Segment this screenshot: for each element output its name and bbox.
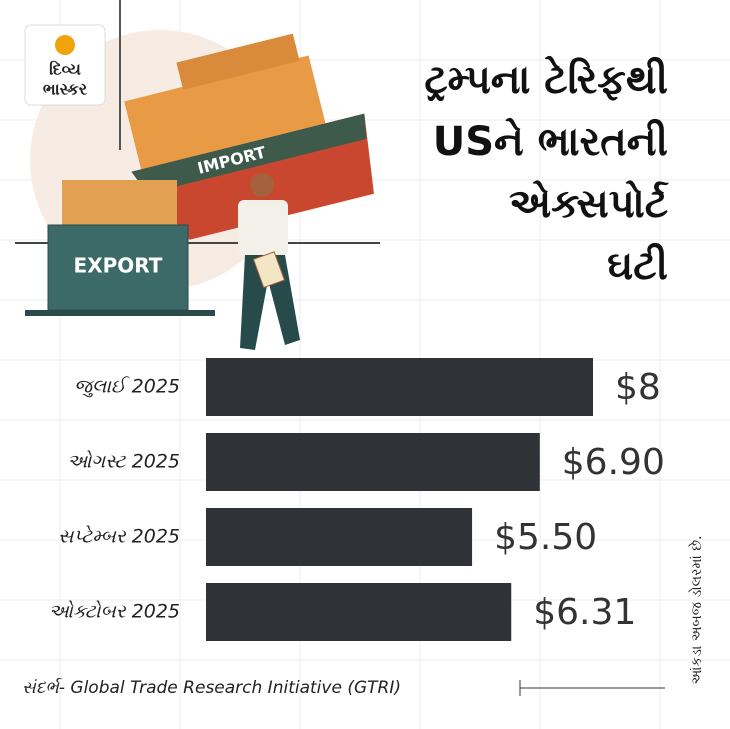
category-label: ઓક્ટોબર 2025: [49, 600, 180, 623]
logo-line: ભાસ્કર: [43, 80, 88, 99]
bar: [206, 358, 593, 416]
export-label: EXPORT: [74, 254, 163, 278]
title-line: USને ભારતની: [433, 118, 668, 165]
category-label: સપ્ટેમ્બર 2025: [58, 524, 180, 547]
title-line: ટ્રમ્પના ટેરિફથી: [424, 56, 668, 103]
note: આંકડા અબજ ડોલરમાં છે.: [688, 535, 705, 684]
category-label: જુલાઈ 2025: [74, 376, 180, 398]
bar: [206, 508, 473, 566]
category-label: ઓગસ્ટ 2025: [67, 450, 180, 473]
value-label: $5.50: [494, 517, 597, 558]
value-label: $8: [615, 367, 661, 408]
plot: જુલાઈ 2025 $8 ઓગસ્ટ 2025 $6.90 સપ્ટેમ્બર 202…: [49, 358, 665, 641]
source: સંદર્ભ- Global Trade Research Initiative…: [22, 677, 401, 698]
logo: દિવ્ય ભાસ્કર: [24, 24, 106, 106]
bar: [206, 433, 540, 491]
title-line: ઘટી: [607, 243, 668, 289]
value-label: $6.90: [562, 442, 665, 483]
value-label: $6.31: [533, 592, 636, 633]
title: ટ્રમ્પના ટેરિફથી USને ભારતની એક્સપોર્ટ ઘટી: [424, 56, 669, 289]
title-line: એક્સપોર્ટ: [509, 180, 669, 227]
logo-line: દિવ્ય: [49, 60, 81, 79]
bar: [206, 583, 512, 641]
